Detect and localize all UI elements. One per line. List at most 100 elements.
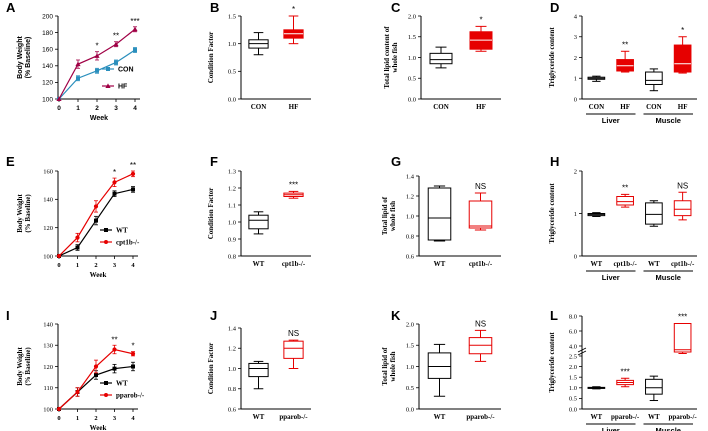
significance-marker: * <box>113 168 116 177</box>
box <box>616 59 634 72</box>
y-tick-label: 6.0 <box>569 328 577 335</box>
y-axis-label: Condition Factor <box>207 343 215 395</box>
significance-marker: NS <box>475 182 486 191</box>
y-tick-label: 0.0 <box>406 406 414 413</box>
y-tick-label: 1 <box>574 211 577 218</box>
legend-label: cpt1b-/- <box>116 239 140 247</box>
legend-marker <box>104 393 108 397</box>
panel-j: J 0.6 0.8 1.0 1.2 1.4 Condition Factor WT pparob… <box>207 308 311 421</box>
y-tick-label: 2.0 <box>408 13 416 20</box>
y-tick-label: 130 <box>43 343 53 350</box>
group-label: Liver <box>602 426 620 431</box>
significance-marker: *** <box>289 180 298 189</box>
y-tick-label: 0.8 <box>228 386 236 393</box>
panel-k: K 0.0 0.5 1.0 1.5 2.0 Total lipid of whole fish… <box>381 308 501 421</box>
legend-marker <box>104 381 108 385</box>
category-label: cpt1b-/- <box>282 260 306 268</box>
x-tick-label: 3 <box>113 262 117 269</box>
box <box>468 200 493 229</box>
y-tick-label: 120 <box>43 364 53 371</box>
category-label: WT <box>648 413 660 421</box>
group-label: Muscle <box>656 273 681 282</box>
panel-c: C 0.0 0.5 1.0 1.5 2.0 Total lipid content of wh… <box>383 0 501 111</box>
y-axis-label: Triglyceride content <box>548 183 556 244</box>
y-tick-label: 140 <box>43 321 53 328</box>
significance-marker: * <box>131 342 134 351</box>
y-tick-label: 1.5 <box>408 34 416 41</box>
significance-marker: *** <box>678 313 687 322</box>
y-tick-label: 0 <box>574 96 577 103</box>
y-axis-label: (% Baseline) <box>25 37 32 79</box>
y-tick-label: 0.5 <box>228 69 236 76</box>
panel-f: F 0.8 0.9 1.0 1.1 1.2 1.3 Condition Factor WT cpt… <box>207 154 311 268</box>
data-point <box>113 41 119 47</box>
y-tick-label: 0.5 <box>408 76 416 83</box>
category-label: CON <box>589 103 605 111</box>
box <box>616 196 634 206</box>
y-tick-label: 3 <box>574 34 577 41</box>
significance-marker: *** <box>620 367 629 376</box>
axis-break <box>577 350 587 356</box>
y-tick-label: 0.5 <box>406 385 414 392</box>
group-label: Muscle <box>656 116 681 125</box>
y-tick-label: 2.0 <box>406 321 414 328</box>
data-point <box>56 96 62 101</box>
panel-letter: J <box>210 308 217 323</box>
category-label: pparob-/- <box>466 413 495 421</box>
category-label: CON <box>251 103 267 111</box>
box <box>645 71 663 85</box>
category-label: CON <box>646 103 662 111</box>
axis-break <box>577 347 587 353</box>
panel-letter: I <box>6 308 10 323</box>
y-tick-label: 110 <box>43 385 53 392</box>
panel-b: B 0.0 0.5 1.0 1.5 Condition Factor CON HF * <box>207 0 311 111</box>
y-tick-label: 1.5 <box>228 13 236 20</box>
x-tick-label: 4 <box>131 415 135 422</box>
y-axis-label: Total lipid content of <box>383 26 391 89</box>
significance-marker: * <box>681 26 684 35</box>
y-axis-label: whole fish <box>389 201 397 231</box>
y-tick-label: 180 <box>42 30 53 37</box>
x-tick-label: 1 <box>76 105 80 112</box>
data-point <box>133 48 137 53</box>
data-point <box>93 364 99 369</box>
significance-marker: NS <box>677 181 688 190</box>
y-tick-label: 0.8 <box>406 233 414 240</box>
x-tick-label: 0 <box>57 415 60 422</box>
panel-letter: B <box>210 0 219 15</box>
category-label: CON <box>433 103 449 111</box>
y-tick-label: 4 <box>574 13 578 20</box>
panel-g: G 0.6 0.8 1.0 1.2 1.4 Total lipid of whole fish… <box>381 154 501 268</box>
x-tick-label: 2 <box>94 415 97 422</box>
category-label: pparob-/- <box>279 413 308 421</box>
significance-marker: ** <box>111 335 117 344</box>
y-tick-label: 200 <box>42 13 53 20</box>
y-axis-label: Condition Factor <box>207 32 215 84</box>
data-point <box>112 366 117 371</box>
y-axis-label: Total lipid of <box>381 347 389 386</box>
panel-letter: E <box>6 154 15 169</box>
significance-marker: * <box>95 42 98 51</box>
data-point <box>130 351 136 356</box>
x-tick-label: 4 <box>131 262 135 269</box>
y-axis-label: (% Baseline) <box>24 347 32 386</box>
legend-label: HF <box>118 84 128 91</box>
x-tick-label: 3 <box>114 105 118 112</box>
y-axis-label: Body Weight <box>16 194 24 233</box>
category-label: WT <box>648 260 660 268</box>
category-label: HF <box>476 103 486 111</box>
y-tick-label: 1.4 <box>406 173 415 180</box>
y-tick-label: 140 <box>42 63 53 70</box>
legend-label: WT <box>116 227 128 235</box>
legend-marker <box>104 240 108 244</box>
y-axis-label: whole fish <box>389 351 397 381</box>
category-label: WT <box>434 260 446 268</box>
box <box>429 52 453 65</box>
y-tick-label: 1.5 <box>569 375 577 382</box>
y-tick-label: 2.0 <box>569 364 577 371</box>
y-tick-label: 1.0 <box>406 364 414 371</box>
x-tick-label: 2 <box>94 262 97 269</box>
box <box>248 362 269 378</box>
y-tick-label: 0.8 <box>228 253 236 260</box>
significance-marker: * <box>479 15 482 24</box>
